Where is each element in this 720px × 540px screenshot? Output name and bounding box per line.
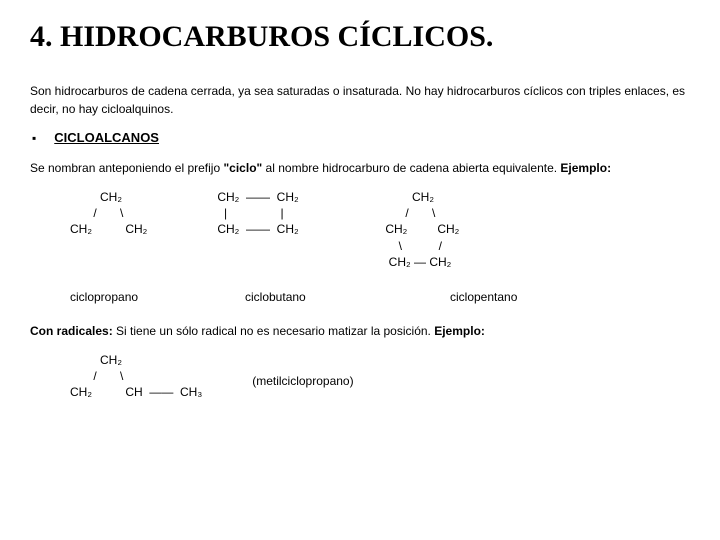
desc-text-d: Ejemplo: (560, 161, 611, 175)
structure-cyclobutane: CH₂ —— CH₂ | | CH₂ —— CH₂ (217, 189, 298, 280)
structure-diagram: CH₂ —— CH₂ | | CH₂ —— CH₂ (217, 189, 298, 238)
bullet-icon: ▪ (32, 131, 36, 145)
section-heading: CICLOALCANOS (54, 130, 159, 145)
structure-methylcyclopropane: CH₂ / \ CH₂ CH —— CH₃ (70, 352, 202, 411)
structure-diagram: CH₂ / \ CH₂ CH₂ (70, 189, 147, 238)
radicals-text-c: Ejemplo: (434, 324, 485, 338)
label-cyclobutane: ciclobutano (245, 290, 450, 304)
structures-row: CH₂ / \ CH₂ CH₂ CH₂ —— CH₂ | | CH₂ —— CH… (70, 189, 690, 280)
radicals-text-a: Con radicales: (30, 324, 113, 338)
intro-paragraph: Son hidrocarburos de cadena cerrada, ya … (30, 82, 690, 118)
page-title: 4. HIDROCARBUROS CÍCLICOS. (30, 20, 690, 54)
structure-cyclopropane: CH₂ / \ CH₂ CH₂ (70, 189, 147, 280)
structure-diagram: CH₂ / \ CH₂ CH₂ \ / CH₂ — CH₂ (369, 189, 460, 270)
radicals-text-b: Si tiene un sólo radical no es necesario… (113, 324, 435, 338)
labels-row: ciclopropano ciclobutano ciclopentano (70, 286, 690, 304)
label-methylcyclopropane: (metilciclopropano) (252, 374, 353, 388)
structure-cyclopentane: CH₂ / \ CH₂ CH₂ \ / CH₂ — CH₂ (369, 189, 460, 280)
naming-paragraph: Se nombran anteponiendo el prefijo "cicl… (30, 159, 690, 177)
structure-diagram: CH₂ / \ CH₂ CH —— CH₃ (70, 352, 202, 401)
desc-text-c: al nombre hidrocarburo de cadena abierta… (262, 161, 560, 175)
label-cyclopropane: ciclopropano (70, 290, 245, 304)
desc-text-b: "ciclo" (223, 161, 262, 175)
label-cyclopentane: ciclopentano (450, 290, 517, 304)
section-heading-row: ▪ CICLOALCANOS (30, 130, 690, 145)
radicals-paragraph: Con radicales: Si tiene un sólo radical … (30, 322, 690, 340)
desc-text-a: Se nombran anteponiendo el prefijo (30, 161, 223, 175)
radical-structure-row: CH₂ / \ CH₂ CH —— CH₃ (metilciclopropano… (70, 352, 690, 411)
